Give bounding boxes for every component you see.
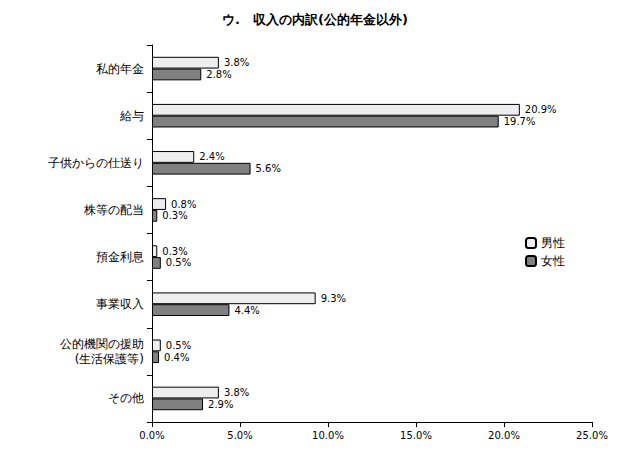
svg-text:0.0%: 0.0%	[139, 430, 164, 441]
svg-text:2.8%: 2.8%	[206, 69, 231, 80]
svg-text:5.0%: 5.0%	[227, 430, 252, 441]
svg-text:15.0%: 15.0%	[400, 430, 432, 441]
svg-text:0.5%: 0.5%	[166, 340, 191, 351]
svg-text:0.3%: 0.3%	[162, 246, 187, 257]
svg-text:5.6%: 5.6%	[256, 163, 281, 174]
svg-text:給与: 給与	[119, 109, 144, 123]
svg-text:私的年金: 私的年金	[96, 62, 144, 76]
svg-text:その他: その他	[108, 391, 144, 405]
svg-text:0.8%: 0.8%	[171, 199, 196, 210]
svg-text:女性: 女性	[541, 254, 565, 268]
svg-text:株等の配当: 株等の配当	[83, 203, 144, 217]
svg-text:20.9%: 20.9%	[525, 104, 557, 115]
svg-text:25.0%: 25.0%	[576, 430, 608, 441]
svg-text:0.4%: 0.4%	[164, 352, 189, 363]
svg-text:0.3%: 0.3%	[162, 210, 187, 221]
svg-text:2.4%: 2.4%	[199, 151, 224, 162]
svg-text:9.3%: 9.3%	[321, 293, 346, 304]
svg-text:10.0%: 10.0%	[312, 430, 344, 441]
svg-text:20.0%: 20.0%	[488, 430, 520, 441]
svg-text:ウ. 収入の内訳(公的年金以外): ウ. 収入の内訳(公的年金以外)	[222, 12, 408, 27]
svg-text:3.8%: 3.8%	[224, 57, 249, 68]
svg-text:4.4%: 4.4%	[234, 305, 259, 316]
svg-text:2.9%: 2.9%	[208, 399, 233, 410]
svg-text:19.7%: 19.7%	[504, 116, 536, 127]
svg-text:男性: 男性	[541, 236, 565, 250]
svg-text:公的機関の援助: 公的機関の援助	[60, 337, 144, 351]
svg-text:(生活保護等): (生活保護等)	[75, 352, 144, 366]
svg-text:0.5%: 0.5%	[166, 257, 191, 268]
svg-text:預金利息: 預金利息	[96, 250, 144, 264]
svg-text:事業収入: 事業収入	[96, 297, 144, 311]
svg-text:子供からの仕送り: 子供からの仕送り	[48, 156, 144, 170]
svg-text:3.8%: 3.8%	[224, 387, 249, 398]
